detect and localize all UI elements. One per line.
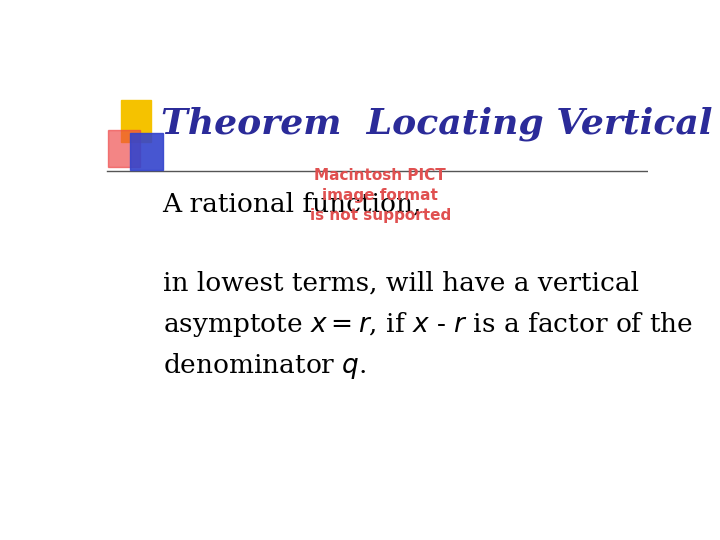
Text: asymptote $x = r$, if $x$ - $r$ is a factor of the: asymptote $x = r$, if $x$ - $r$ is a fac… xyxy=(163,310,693,339)
Bar xyxy=(108,130,140,167)
Bar xyxy=(121,100,151,141)
Bar xyxy=(130,133,163,170)
Text: denominator $q$.: denominator $q$. xyxy=(163,351,366,381)
Text: A rational function,: A rational function, xyxy=(163,192,422,217)
Text: in lowest terms, will have a vertical: in lowest terms, will have a vertical xyxy=(163,271,639,295)
Text: Macintosh PICT
image format
is not supported: Macintosh PICT image format is not suppo… xyxy=(310,168,451,223)
Text: Theorem  Locating Vertical Asymptotes: Theorem Locating Vertical Asymptotes xyxy=(161,106,720,141)
